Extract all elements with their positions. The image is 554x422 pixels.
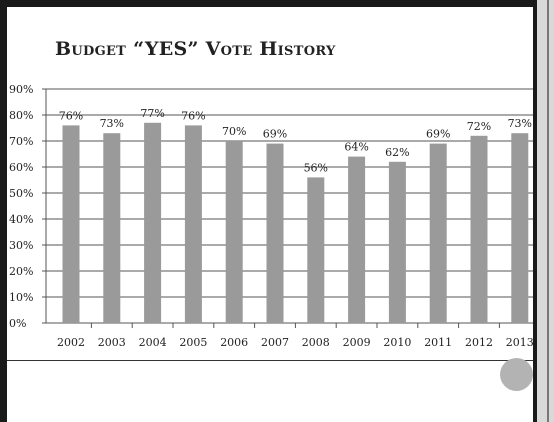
x-tick-label: 2007 (261, 336, 289, 349)
y-tick-label: 20% (9, 265, 33, 278)
y-tick-label: 40% (9, 213, 33, 226)
x-tick-label: 2004 (139, 336, 167, 349)
y-tick-label: 80% (9, 109, 33, 122)
y-tick-label: 0% (9, 317, 26, 330)
bar (388, 161, 406, 323)
data-label: 62% (385, 146, 409, 159)
x-tick-label: 2013 (506, 336, 534, 349)
data-label: 73% (508, 117, 532, 130)
slide-border-right (533, 0, 537, 422)
data-labels: 76% 73% 77% 76% 70% 69% 56% 64% 62% 69% 72% 73% (59, 107, 532, 175)
bar (307, 177, 325, 323)
data-label: 73% (100, 117, 124, 130)
data-label: 64% (344, 141, 368, 154)
y-tick-label: 60% (9, 161, 33, 174)
x-tick-label: 2012 (465, 336, 493, 349)
bar (429, 143, 447, 323)
data-label: 76% (59, 109, 83, 122)
bar (511, 133, 529, 323)
data-label: 72% (467, 120, 491, 133)
slide-title: Budget “YES” Vote History (55, 38, 336, 60)
x-tick-label: 2011 (424, 336, 452, 349)
slide-border-left (0, 0, 7, 422)
bar (144, 122, 162, 323)
y-tick-label: 90% (9, 83, 33, 96)
data-label: 77% (140, 107, 164, 120)
y-tick-label: 30% (9, 239, 33, 252)
data-label: 69% (426, 128, 450, 141)
x-tick-label: 2006 (220, 336, 248, 349)
x-tick-label: 2002 (57, 336, 85, 349)
gridlines (42, 88, 533, 324)
slide-edge-line (547, 0, 549, 422)
bar (266, 143, 284, 323)
footer-divider (7, 360, 533, 361)
y-tick-label: 10% (9, 291, 33, 304)
data-label: 70% (222, 125, 246, 138)
slide-border-top (0, 0, 554, 7)
bar (103, 133, 121, 323)
x-tick-label: 2010 (383, 336, 411, 349)
bar (225, 141, 243, 323)
data-label: 69% (263, 128, 287, 141)
bar (62, 125, 80, 324)
x-tick-label: 2008 (302, 336, 330, 349)
y-tick-label: 70% (9, 135, 33, 148)
bar (184, 125, 202, 324)
bar (470, 135, 488, 323)
slide-edge (537, 0, 554, 422)
bars (62, 122, 529, 324)
x-tick-label: 2009 (343, 336, 371, 349)
y-axis-ticks: 0% 10% 20% 30% 40% 50% 60% 70% 80% 90% (9, 83, 33, 330)
data-label: 76% (181, 109, 205, 122)
y-tick-label: 50% (9, 187, 33, 200)
x-tick-label: 2003 (98, 336, 126, 349)
bar (348, 156, 366, 323)
x-tick-label: 2005 (179, 336, 207, 349)
x-axis-ticks: 2002 2003 2004 2005 2006 2007 2008 2009 2010 2011… (57, 323, 534, 349)
circle-icon[interactable] (500, 358, 533, 391)
data-label: 56% (304, 161, 328, 174)
